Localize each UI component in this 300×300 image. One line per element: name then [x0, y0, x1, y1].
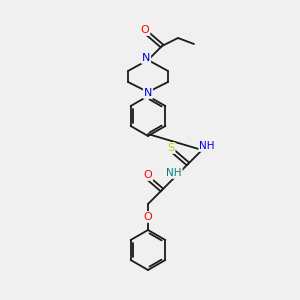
Text: NH: NH [199, 141, 215, 151]
Text: O: O [144, 212, 152, 222]
Text: O: O [144, 170, 152, 180]
Text: N: N [144, 88, 152, 98]
Text: O: O [141, 25, 149, 35]
Text: NH: NH [166, 168, 182, 178]
Text: N: N [142, 53, 150, 63]
Text: S: S [167, 143, 175, 153]
